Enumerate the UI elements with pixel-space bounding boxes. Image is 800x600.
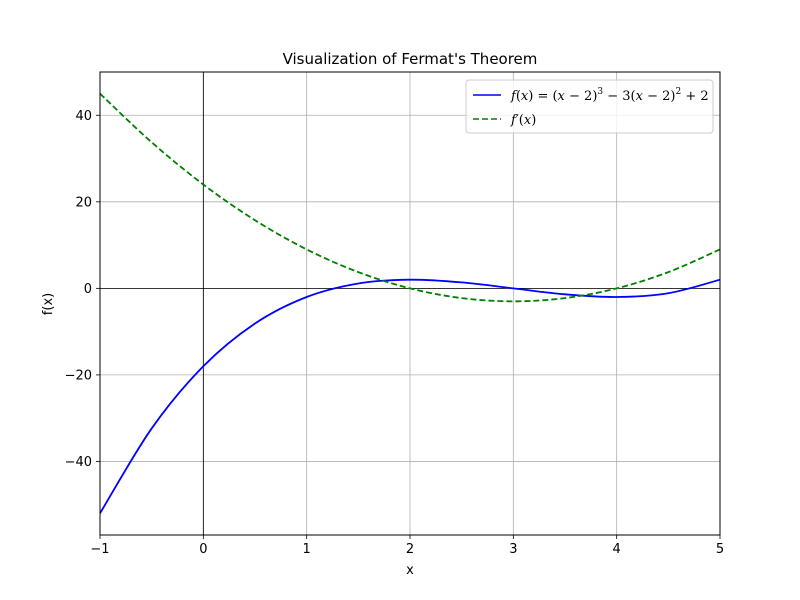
- series-layer: [100, 92, 720, 514]
- legend-label-fprime: f′(x): [510, 113, 536, 128]
- legend-box: [465, 79, 714, 134]
- x-tick-label-2: 1: [303, 542, 311, 557]
- y-tick-label-0: −40: [65, 455, 92, 470]
- y-tick-label-1: −20: [65, 368, 92, 383]
- x-tick-label-0: −1: [90, 542, 109, 557]
- y-tick-label-4: 40: [75, 109, 92, 124]
- x-axis-label: x: [406, 563, 414, 578]
- x-tick-label-6: 5: [716, 542, 724, 557]
- legend: f(x) = (x − 2)3 − 3(x − 2)2 + 2 f′(x): [465, 79, 714, 134]
- x-tick-label-5: 4: [613, 542, 621, 557]
- y-tick-label-2: 0: [84, 282, 92, 297]
- x-tick-label-4: 3: [509, 542, 517, 557]
- series-line-f: [100, 278, 720, 514]
- x-tick-label-3: 2: [406, 542, 414, 557]
- x-tick-label-1: 0: [199, 542, 207, 557]
- chart-title: Visualization of Fermat's Theorem: [283, 50, 538, 68]
- y-axis-label: f(x): [41, 293, 56, 315]
- legend-label-f: f(x) = (x − 2)3 − 3(x − 2)2 + 2: [510, 87, 709, 104]
- y-axis-ticks: −40 −20 0 20 40: [65, 109, 100, 470]
- x-axis-ticks: −1 0 1 2 3 4 5: [90, 535, 724, 557]
- series-line-fprime: [100, 92, 720, 303]
- y-tick-label-3: 20: [75, 195, 92, 210]
